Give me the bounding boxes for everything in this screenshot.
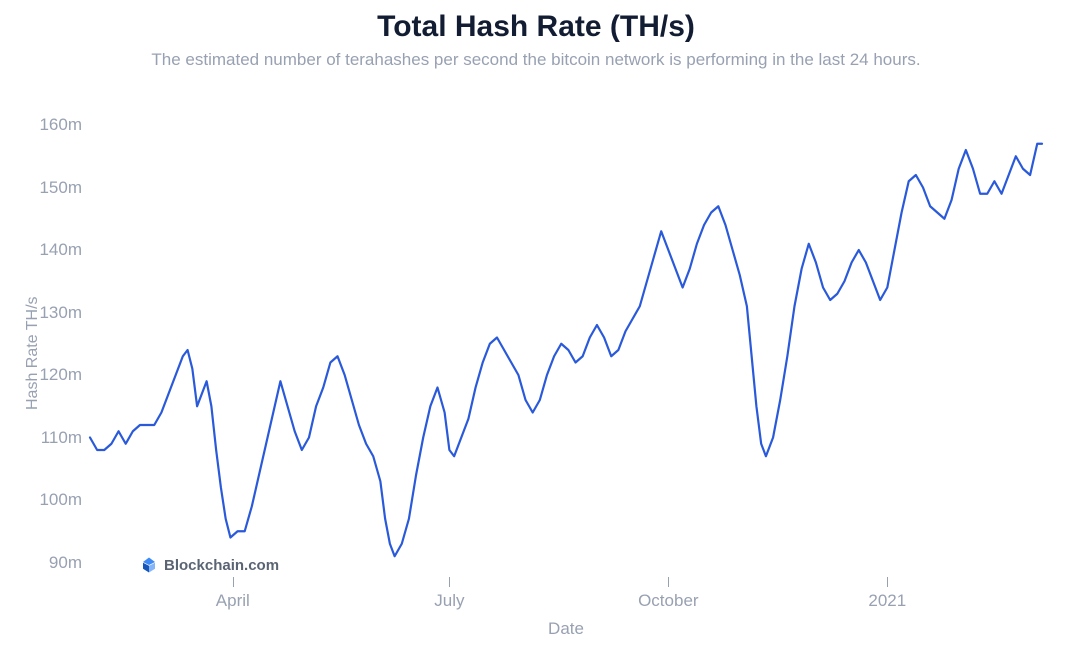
x-tick-mark — [449, 577, 450, 587]
x-tick-label: July — [434, 591, 464, 611]
watermark-text: Blockchain.com — [164, 557, 279, 574]
x-tick-mark — [887, 577, 888, 587]
y-tick-label: 110m — [32, 428, 82, 448]
y-tick-label: 140m — [32, 240, 82, 260]
y-axis-label: Hash Rate TH/s — [24, 296, 42, 410]
plot-area — [90, 125, 1042, 575]
x-tick-mark — [233, 577, 234, 587]
line-series — [90, 125, 1042, 575]
y-tick-label: 150m — [32, 178, 82, 198]
hash-rate-chart: Total Hash Rate (TH/s) The estimated num… — [0, 0, 1072, 667]
watermark: Blockchain.com — [140, 556, 279, 574]
x-tick-label: April — [216, 591, 250, 611]
chart-subtitle: The estimated number of terahashes per s… — [0, 50, 1072, 70]
y-tick-label: 160m — [32, 115, 82, 135]
blockchain-logo-icon — [140, 556, 158, 574]
x-axis-label: Date — [548, 619, 584, 639]
x-tick-label: 2021 — [868, 591, 906, 611]
y-tick-label: 100m — [32, 490, 82, 510]
x-tick-label: October — [638, 591, 698, 611]
x-tick-mark — [668, 577, 669, 587]
y-tick-label: 90m — [32, 553, 82, 573]
chart-title: Total Hash Rate (TH/s) — [0, 0, 1072, 44]
